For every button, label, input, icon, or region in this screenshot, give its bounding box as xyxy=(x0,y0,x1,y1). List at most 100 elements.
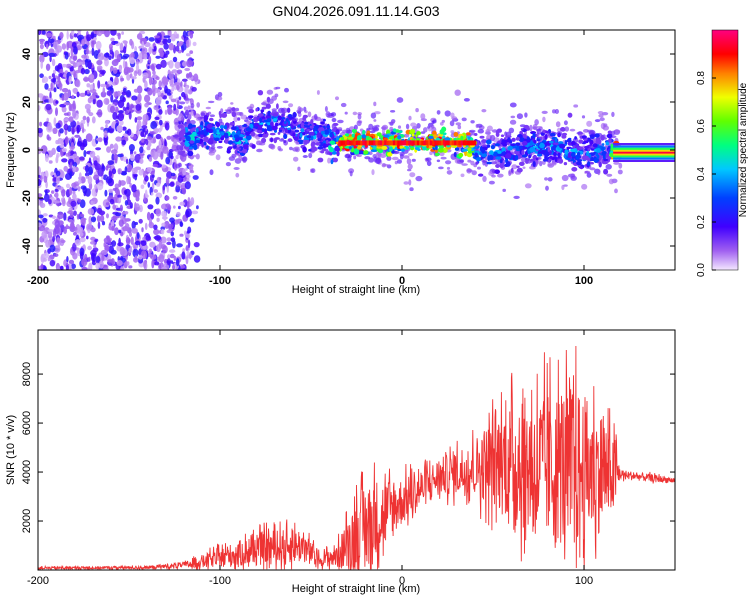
spectrogram-noise-blob xyxy=(72,153,78,159)
spectrogram-noise-blob xyxy=(136,189,141,199)
spectrogram-halo-blob xyxy=(436,159,441,163)
spectrogram-noise-blob xyxy=(114,227,119,236)
spectrogram-band-blob xyxy=(543,158,549,162)
spectrogram-noise-blob xyxy=(190,197,195,206)
spectrogram-noise-blob xyxy=(132,248,139,258)
spectrogram-noise-blob xyxy=(68,259,75,265)
spectrogram-noise-blob xyxy=(186,53,191,57)
spectrogram-band-blob xyxy=(317,146,324,150)
spectrogram-noise-blob xyxy=(72,193,77,200)
spectrogram-band-blob xyxy=(329,152,333,156)
spectrogram-noise-blob xyxy=(165,100,169,105)
spectrogram-noise-blob xyxy=(61,63,67,68)
spectrogram-band-blob xyxy=(548,151,553,154)
colorbar-gradient xyxy=(711,29,739,271)
spectrogram-noise-blob xyxy=(91,40,97,45)
spectrogram-band-blob xyxy=(269,132,276,136)
spectrogram-band-blob xyxy=(282,121,289,127)
spectrogram-band-blob xyxy=(201,142,204,148)
spectrogram-noise-blob xyxy=(70,150,75,155)
spectrogram-halo-blob xyxy=(564,126,570,132)
spectrogram-noise-blob xyxy=(72,165,76,173)
spectrogram-noise-blob xyxy=(126,102,130,111)
spectrogram-band-blob xyxy=(206,145,209,150)
spectrogram-noise-blob xyxy=(144,198,148,203)
spectrogram-noise-blob xyxy=(191,210,199,215)
spectrogram-noise-blob xyxy=(189,50,194,54)
spectrogram-halo-blob xyxy=(440,156,447,160)
spectrogram-band-blob xyxy=(292,132,296,137)
spectrogram-halo-blob xyxy=(327,157,331,164)
spectrogram-noise-blob xyxy=(160,92,164,98)
spectrogram-noise-blob xyxy=(73,45,78,55)
spectrogram-noise-blob xyxy=(122,46,127,54)
spectrogram-noise-blob xyxy=(170,237,176,243)
spectrogram-halo-blob xyxy=(325,111,331,118)
spectrogram-band-blob xyxy=(544,134,548,140)
spectrogram-noise-blob xyxy=(176,69,183,75)
spectrogram-halo-blob xyxy=(408,179,412,186)
spectrogram-halo-blob xyxy=(511,164,518,170)
spectrogram-halo-blob xyxy=(294,146,300,149)
spectrogram-noise-blob xyxy=(187,239,191,249)
spectrogram-band-blob xyxy=(460,135,464,140)
spectrogram-noise-blob xyxy=(79,92,86,97)
spectrogram-noise-blob xyxy=(91,47,95,56)
spectrogram-noise-blob xyxy=(105,98,110,105)
spectrogram-noise-blob xyxy=(124,67,128,73)
spectrogram-noise-blob xyxy=(187,226,192,234)
spectrogram-noise-blob xyxy=(126,193,130,201)
spectrogram-noise-blob xyxy=(189,31,194,39)
spectrogram-noise-blob xyxy=(179,221,183,227)
colorbar-tick-label: 0.8 xyxy=(696,71,707,85)
spectrogram-noise-blob xyxy=(42,252,50,259)
spectrogram-halo-blob xyxy=(382,163,389,167)
spectrogram-halo-blob xyxy=(372,125,378,131)
spectrogram-band-blob xyxy=(233,134,240,139)
spectrogram-band-blob xyxy=(306,129,311,132)
snr-marks xyxy=(38,345,675,570)
spectrogram-noise-blob xyxy=(55,156,58,164)
spectrogram-band-blob xyxy=(476,140,480,145)
spectrogram-noise-blob xyxy=(104,119,110,125)
spectrogram-halo-blob xyxy=(178,162,182,168)
spectrogram-band-blob xyxy=(607,130,613,135)
spectrogram-band-blob xyxy=(372,145,377,150)
spectrogram-band-blob xyxy=(486,144,491,148)
spectrogram-band-blob xyxy=(325,139,329,145)
spectrogram-halo-blob xyxy=(561,174,569,182)
spectrogram-noise-blob xyxy=(163,43,169,50)
spectrogram-band-blob xyxy=(505,161,511,167)
spectrogram-band-blob xyxy=(523,138,527,142)
spectrogram-noise-blob xyxy=(116,54,121,61)
spectrogram-noise-blob xyxy=(39,44,44,50)
spectrogram-halo-blob xyxy=(411,158,416,162)
spectrogram-noise-blob xyxy=(56,237,61,244)
spectrogram-halo-blob xyxy=(195,153,200,160)
spectrogram-noise-blob xyxy=(154,116,160,121)
spectrogram-noise-blob xyxy=(161,76,168,85)
spectrogram-band-blob xyxy=(500,141,506,145)
spectrogram-band-blob xyxy=(388,136,394,140)
spectrogram-noise-blob xyxy=(131,184,137,193)
spectrogram-halo-blob xyxy=(176,144,182,151)
spectrogram-band-blob xyxy=(178,137,182,142)
spectrogram-noise-blob xyxy=(186,174,191,178)
spectrogram-band-blob xyxy=(332,157,338,163)
spectrogram-band-blob xyxy=(566,139,572,143)
spectrogram-band-blob xyxy=(358,150,365,155)
spectrogram-noise-blob xyxy=(77,179,82,185)
spectrogram-halo-blob xyxy=(406,158,412,165)
spectrogram-noise-blob xyxy=(67,89,71,98)
spectrogram-noise-blob xyxy=(100,91,107,98)
spectrogram-halo-blob xyxy=(225,162,231,167)
spectrogram-noise-blob xyxy=(142,127,146,133)
spectrogram-halo-blob xyxy=(282,100,289,104)
spectrogram-noise-blob xyxy=(122,59,126,69)
spectrogram-halo-blob xyxy=(190,102,195,109)
spectrogram-noise-blob xyxy=(63,212,67,221)
spectrogram-band-blob xyxy=(277,115,282,121)
spectrogram-noise-blob xyxy=(184,86,189,95)
spectrogram-band-blob xyxy=(287,138,293,143)
